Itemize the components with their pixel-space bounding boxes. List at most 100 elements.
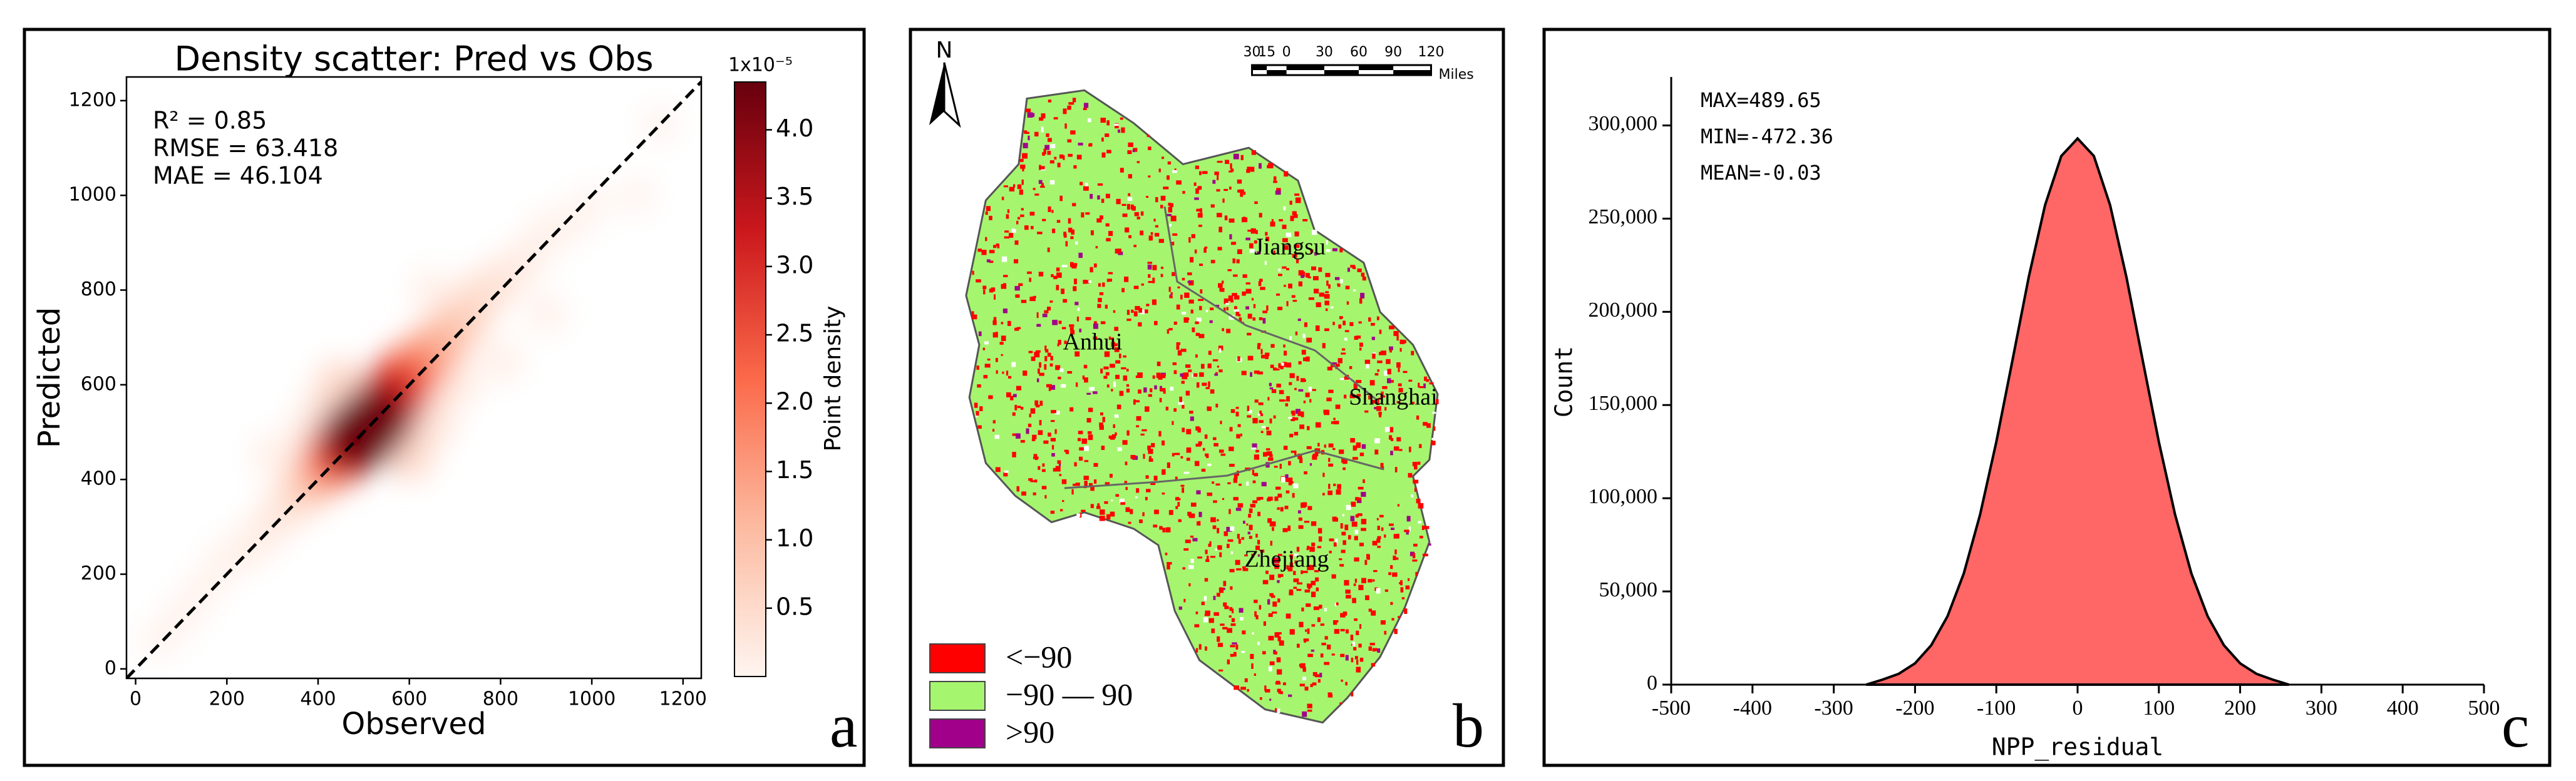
speck bbox=[1172, 362, 1177, 365]
speck bbox=[1140, 433, 1145, 436]
speck bbox=[1384, 589, 1389, 592]
speck bbox=[1235, 406, 1239, 409]
speck bbox=[1242, 291, 1246, 296]
speck bbox=[1169, 294, 1172, 297]
panel-c: -500 -400 -300 -200 -100 0 100 200 300 400 500050,… bbox=[1550, 77, 2529, 762]
speck bbox=[1234, 295, 1240, 300]
speck bbox=[1368, 579, 1373, 583]
speck bbox=[1081, 509, 1086, 513]
speck bbox=[1341, 352, 1346, 355]
speck bbox=[1009, 186, 1015, 191]
speck bbox=[1076, 316, 1079, 322]
speck bbox=[1194, 197, 1199, 200]
speck bbox=[1298, 361, 1302, 365]
speck bbox=[1140, 211, 1144, 216]
speck bbox=[1307, 703, 1312, 708]
speck bbox=[1168, 510, 1173, 515]
speck bbox=[1277, 708, 1280, 713]
speck bbox=[1100, 368, 1103, 374]
speck bbox=[1342, 320, 1346, 325]
x-tick-label: 0 bbox=[2073, 697, 2083, 720]
speck bbox=[1391, 618, 1394, 621]
speck bbox=[1289, 382, 1292, 385]
speck bbox=[1341, 531, 1346, 536]
speck bbox=[1237, 424, 1241, 427]
speck bbox=[1241, 217, 1245, 223]
chart-title: Density scatter: Pred vs Obs bbox=[174, 39, 653, 79]
speck bbox=[1354, 578, 1357, 583]
speck bbox=[1314, 288, 1319, 294]
speck bbox=[1021, 491, 1027, 496]
speck bbox=[1008, 233, 1014, 238]
speck bbox=[1222, 328, 1224, 332]
speck bbox=[1059, 474, 1062, 476]
speck bbox=[1165, 528, 1171, 533]
speck bbox=[1198, 521, 1201, 526]
annotation: MAX=489.65 bbox=[1701, 88, 1821, 112]
y-tick-label: 250,000 bbox=[1589, 205, 1658, 228]
speck bbox=[1168, 207, 1173, 213]
speck bbox=[1085, 182, 1088, 186]
speck bbox=[1398, 387, 1403, 393]
speck bbox=[1237, 249, 1242, 255]
speck bbox=[1205, 646, 1207, 651]
speck bbox=[1355, 514, 1359, 518]
speck bbox=[1053, 117, 1058, 120]
speck bbox=[1180, 484, 1185, 487]
speck bbox=[1102, 282, 1105, 287]
speck bbox=[1268, 613, 1273, 617]
speck bbox=[1172, 170, 1177, 173]
speck bbox=[1215, 404, 1218, 408]
speck bbox=[1282, 238, 1288, 243]
speck bbox=[1058, 376, 1061, 380]
speck bbox=[1257, 554, 1260, 557]
speck bbox=[1175, 506, 1178, 509]
speck bbox=[1004, 470, 1009, 473]
speck bbox=[1412, 553, 1416, 559]
speck bbox=[1280, 365, 1284, 370]
speck bbox=[1126, 369, 1129, 372]
speck bbox=[1252, 632, 1254, 635]
speck bbox=[1344, 337, 1347, 341]
panel-a: 0 200 400 600 800 1000 12000200400600800100012… bbox=[32, 39, 857, 760]
speck bbox=[1294, 417, 1299, 421]
speck bbox=[1274, 708, 1277, 712]
speck bbox=[1007, 375, 1012, 379]
speck bbox=[974, 402, 978, 408]
speck bbox=[1177, 502, 1180, 507]
speck bbox=[1281, 476, 1285, 482]
speck bbox=[1083, 280, 1088, 284]
speck bbox=[1377, 536, 1381, 539]
y-tick-label: 0 bbox=[105, 657, 116, 679]
speck bbox=[1001, 197, 1004, 200]
speck bbox=[1116, 404, 1121, 409]
speck bbox=[1072, 203, 1076, 207]
speck bbox=[1036, 324, 1041, 327]
speck bbox=[1267, 599, 1270, 605]
speck bbox=[1020, 440, 1025, 443]
speck bbox=[1354, 529, 1359, 534]
speck bbox=[1356, 394, 1361, 397]
speck bbox=[1342, 540, 1346, 545]
speck bbox=[1364, 359, 1371, 364]
speck bbox=[1265, 232, 1268, 236]
speck bbox=[1126, 430, 1130, 436]
speck bbox=[1211, 628, 1215, 633]
speck bbox=[1223, 602, 1227, 607]
speck bbox=[1226, 329, 1231, 334]
speck bbox=[1337, 283, 1341, 287]
speck bbox=[1079, 181, 1083, 186]
speck bbox=[1169, 295, 1173, 299]
speck bbox=[1287, 567, 1293, 572]
speck bbox=[1282, 528, 1288, 533]
speck bbox=[1324, 636, 1328, 640]
speck bbox=[1126, 310, 1130, 315]
speck bbox=[1059, 509, 1063, 512]
speck bbox=[1289, 562, 1293, 568]
speck bbox=[1231, 618, 1235, 623]
speck bbox=[994, 434, 1000, 439]
speck bbox=[1179, 396, 1182, 402]
speck bbox=[1221, 280, 1224, 284]
speck bbox=[1413, 479, 1419, 484]
speck bbox=[1197, 427, 1201, 433]
